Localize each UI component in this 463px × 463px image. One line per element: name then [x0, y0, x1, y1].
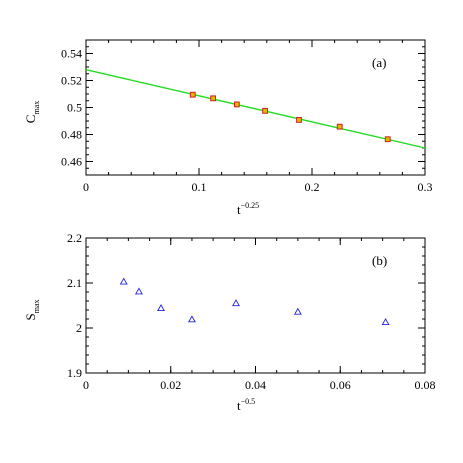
y-tick-label: 0.5 [67, 101, 82, 115]
y-tick-label: 1.9 [67, 366, 82, 380]
panel-a-ylabel: Cmax [23, 101, 41, 123]
panel-b-ylabel-base: S [23, 313, 38, 320]
y-tick-label: 2.2 [67, 231, 82, 245]
x-tick-label: 0.06 [330, 378, 351, 392]
panel-a-ylabel-base: C [23, 115, 38, 124]
x-tick-label: 0 [83, 180, 89, 194]
y-tick-label: 2 [76, 321, 82, 335]
data-point-square [296, 117, 302, 123]
data-point-square [262, 107, 269, 114]
data-point-square [384, 136, 391, 143]
panel-a-major-ticks: 0 0.1 0.2 0.3 0.46 0.48 0.5 0.52 0.54 [61, 40, 433, 194]
x-tick-label: 0 [83, 378, 89, 392]
y-tick-label: 2.1 [67, 276, 82, 290]
fit-line [85, 69, 426, 149]
panel-b-ylabel: Smax [23, 299, 41, 320]
data-point-triangle [232, 299, 240, 307]
data-point-triangle [134, 287, 143, 295]
x-tick-label: 0.1 [192, 180, 207, 194]
panel-a-ylabel-sub: max [32, 101, 41, 115]
data-point-square [233, 101, 240, 108]
panel-a-xlabel-base: t [237, 202, 241, 217]
panel-a-xlabel-sup: −0.25 [241, 201, 260, 210]
panel-a-xlabel: t−0.25 [237, 201, 259, 217]
x-tick-label: 0.02 [160, 378, 181, 392]
x-tick-label: 0.08 [415, 378, 436, 392]
data-point-triangle [187, 315, 196, 323]
x-tick-label: 0.04 [245, 378, 266, 392]
x-tick-label: 0.3 [418, 180, 433, 194]
panel-b-xlabel-sup: −0.5 [241, 397, 256, 406]
y-tick-label: 0.46 [61, 155, 82, 169]
data-point-triangle [157, 304, 165, 312]
panel-b-label: (b) [372, 253, 387, 268]
y-tick-label: 0.52 [61, 74, 82, 88]
y-tick-label: 0.54 [61, 47, 82, 61]
panel-b-major-ticks: 0 0.02 0.04 0.06 0.08 1.9 2 2.1 2.2 [67, 231, 436, 392]
data-point-triangle [381, 318, 390, 325]
panel-b: 0 0.02 0.04 0.06 0.08 1.9 2 2.1 2.2 (b) t−0.5 Sm… [23, 231, 436, 413]
panel-a-label: (a) [372, 55, 386, 70]
panel-b-xlabel: t−0.5 [237, 397, 255, 413]
panel-b-xlabel-base: t [237, 398, 241, 413]
data-point-square [210, 95, 217, 102]
panel-b-points [119, 277, 390, 325]
data-point-triangle [293, 307, 302, 315]
panel-a-points [189, 91, 391, 143]
panel-b-ylabel-sub: max [32, 299, 41, 313]
panel-a-fit [85, 69, 426, 149]
data-point-triangle [119, 277, 128, 285]
panel-a: 0 0.1 0.2 0.3 0.46 0.48 0.5 0.52 0.54 (a) t−0.25… [23, 39, 433, 217]
data-point-square [336, 123, 343, 130]
data-point-square [189, 91, 196, 98]
x-tick-label: 0.2 [305, 180, 320, 194]
y-tick-label: 0.48 [61, 128, 82, 142]
